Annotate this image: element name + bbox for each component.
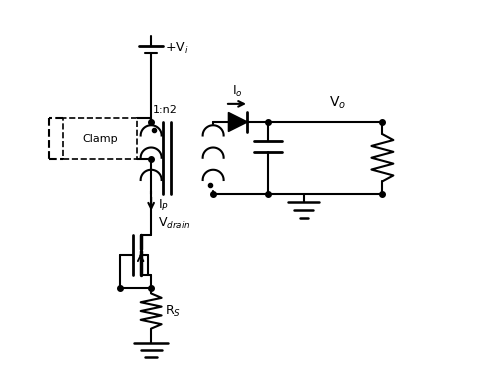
Polygon shape	[228, 113, 247, 132]
Text: V$_o$: V$_o$	[328, 95, 346, 111]
Text: I$_o$: I$_o$	[232, 84, 243, 99]
Text: Clamp: Clamp	[82, 134, 118, 144]
Text: V$_{drain}$: V$_{drain}$	[158, 216, 191, 231]
Bar	[63, 118, 137, 159]
Text: 1:n2: 1:n2	[153, 105, 178, 115]
Text: +V$_i$: +V$_i$	[166, 41, 189, 56]
Text: I$_P$: I$_P$	[158, 198, 170, 213]
Text: R$_S$: R$_S$	[166, 303, 181, 319]
